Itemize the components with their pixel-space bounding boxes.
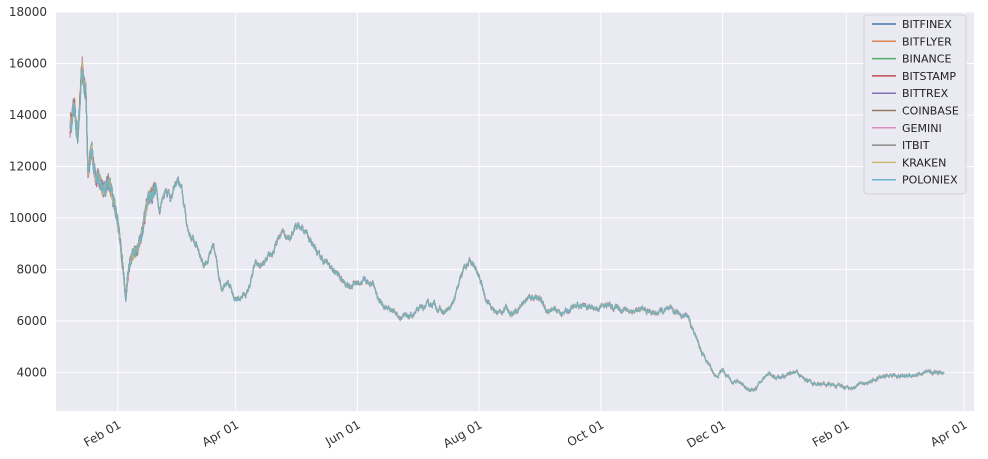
legend-box — [863, 14, 967, 195]
x-tick-label: Aug 01 — [441, 417, 485, 450]
y-tick-label: 16000 — [9, 56, 47, 70]
plot-background — [56, 12, 974, 411]
legend-label: BITTREX — [902, 87, 949, 100]
y-tick-label: 14000 — [9, 108, 47, 122]
legend-label: GEMINI — [902, 122, 942, 135]
y-tick-label: 8000 — [16, 262, 47, 276]
y-tick-label: 6000 — [16, 314, 47, 328]
legend-label: BITFLYER — [902, 35, 952, 48]
y-tick-label: 4000 — [16, 365, 47, 379]
legend: BITFINEX BITFLYER BINANCE BITSTAMP BITTREX CO… — [863, 14, 967, 195]
x-tick-label: Feb 01 — [810, 417, 852, 449]
y-tick-label: 10000 — [9, 211, 47, 225]
legend-label: ITBIT — [902, 139, 930, 152]
legend-label: BINANCE — [902, 53, 951, 66]
y-tick-label: 12000 — [9, 159, 47, 173]
legend-label: POLONIEX — [902, 174, 958, 187]
y-axis: 4000 6000 8000 10000 12000 14000 16000 18000 — [9, 5, 47, 379]
legend-label: COINBASE — [902, 105, 959, 118]
x-tick-label: Apr 01 — [200, 417, 242, 449]
legend-label: KRAKEN — [902, 156, 946, 169]
x-axis: Feb 01 Apr 01 Jun 01 Aug 01 Oct 01 Dec 01 Feb … — [81, 417, 969, 450]
x-tick-label: Oct 01 — [565, 417, 607, 449]
x-tick-label: Feb 01 — [81, 417, 123, 449]
x-tick-label: Dec 01 — [684, 417, 728, 450]
series-lines — [69, 56, 945, 393]
legend-label: BITFINEX — [902, 18, 952, 31]
grid — [56, 11, 974, 411]
y-tick-label: 18000 — [9, 5, 47, 19]
x-tick-label: Apr 01 — [928, 417, 970, 449]
series-line-poloniex — [69, 68, 945, 393]
legend-label: BITSTAMP — [902, 70, 956, 83]
x-tick-label: Jun 01 — [322, 417, 363, 449]
